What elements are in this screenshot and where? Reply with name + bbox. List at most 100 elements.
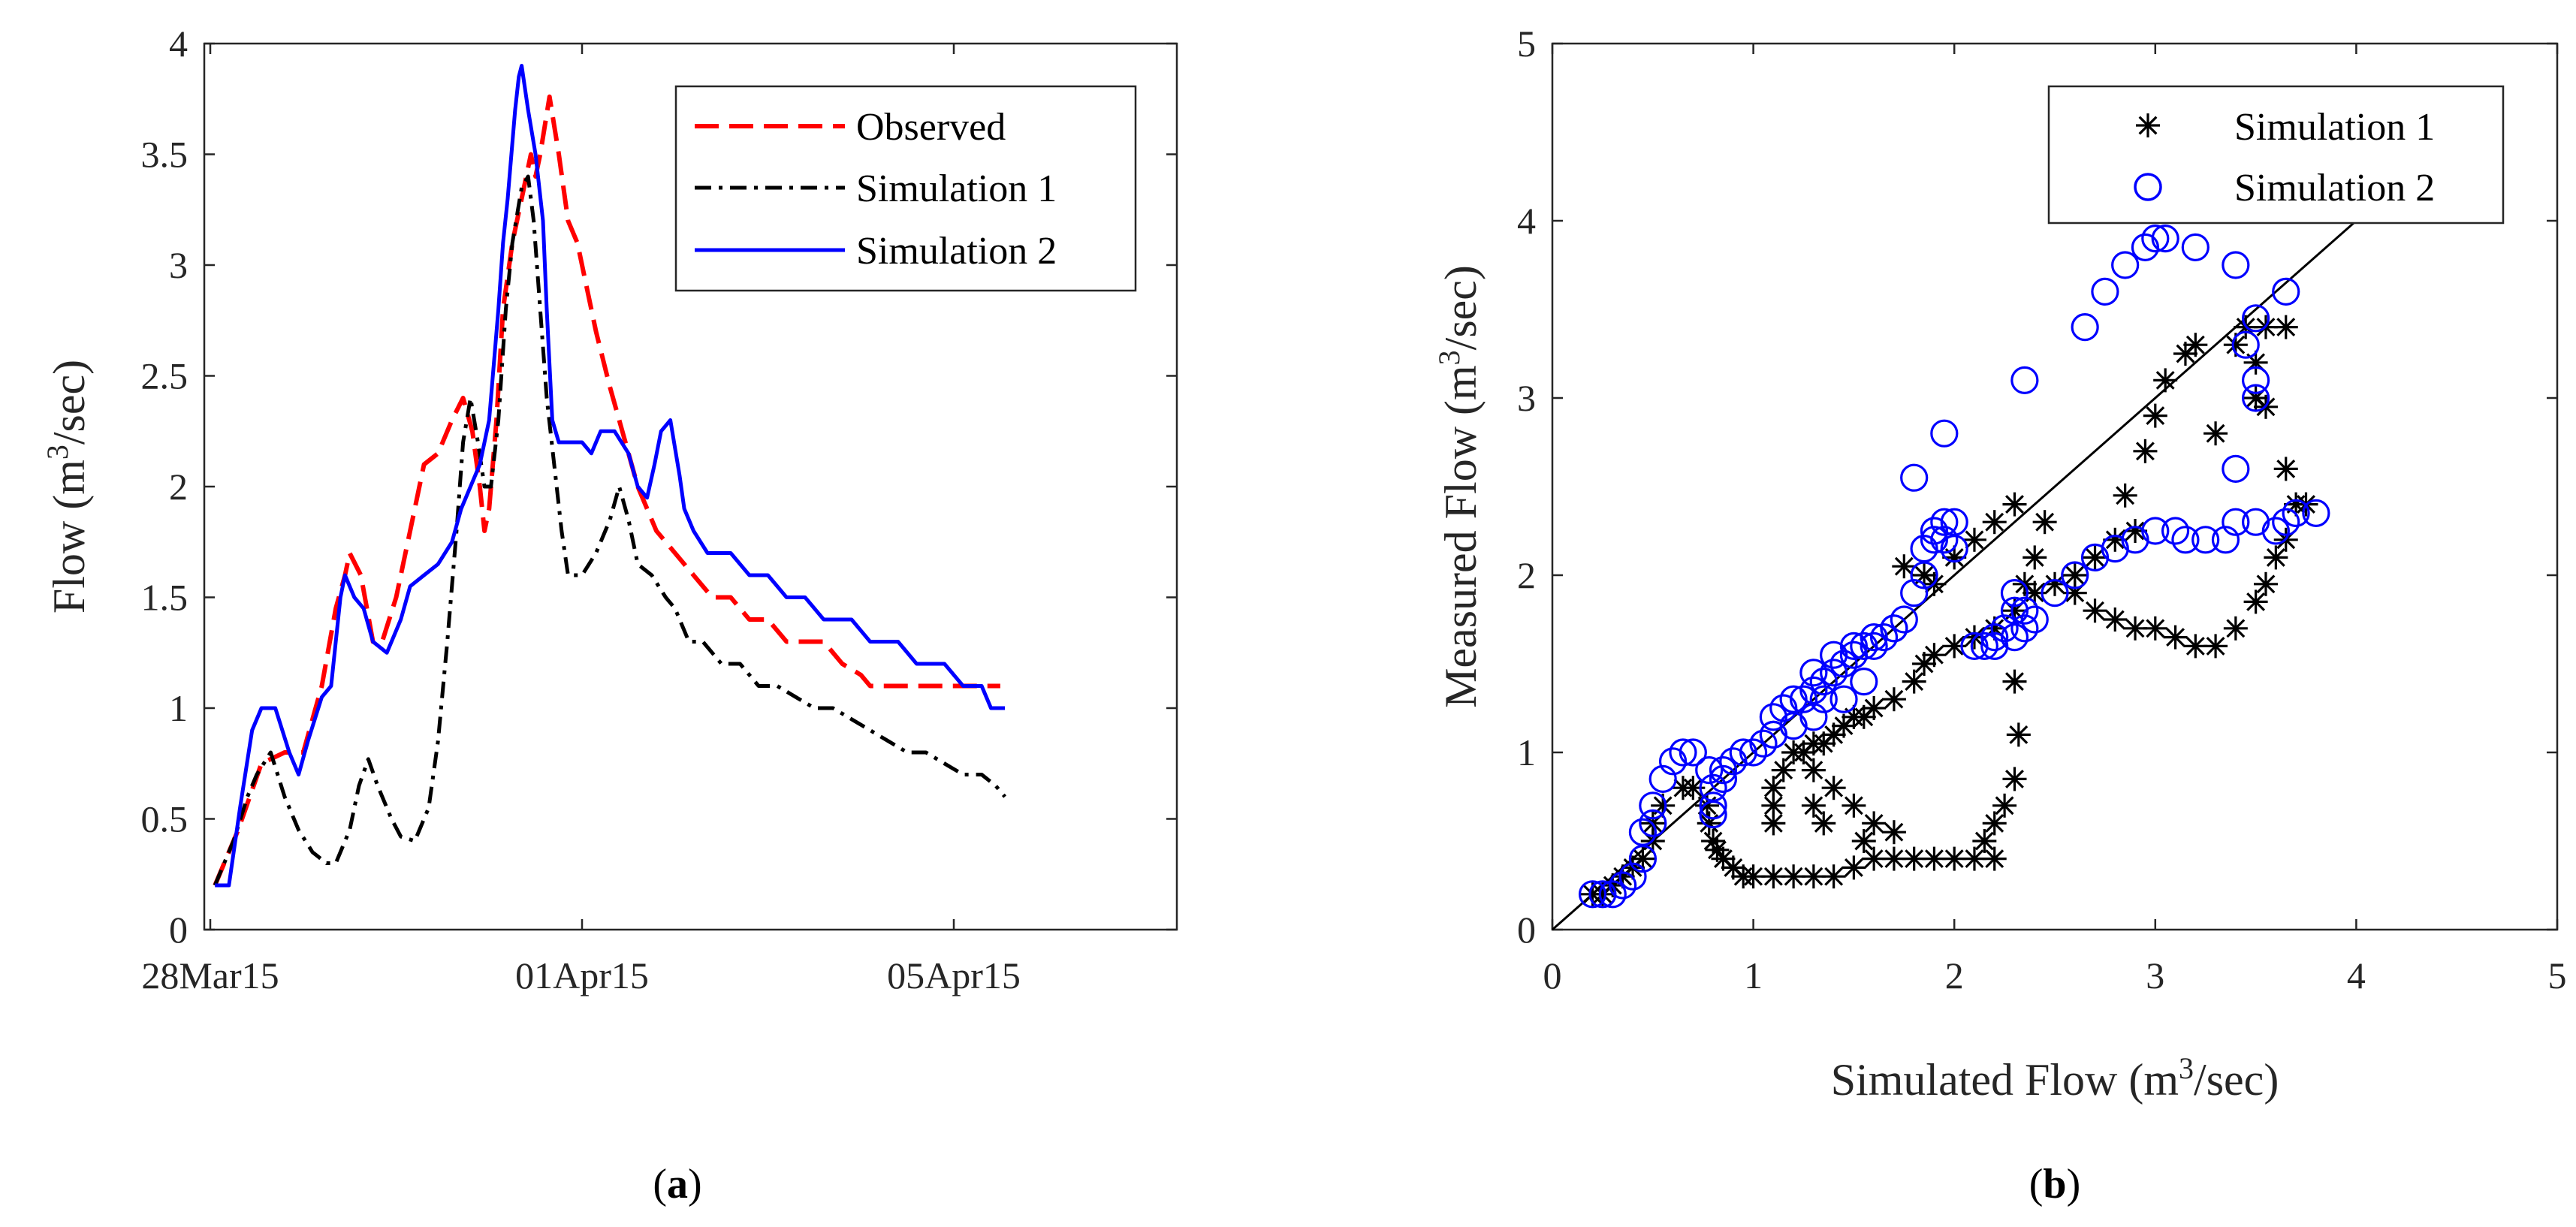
panel-b-legend-box [2047,85,2505,225]
scatter-point-circle [1809,685,1838,713]
scatter-point-asterisk [1922,643,1947,668]
panel-a-caption: (a) [653,1161,701,1207]
panel-b-scatter-chart: 0 1 2 3 4 5 0 1 2 3 4 5 Simulated Flow (m3/sec) Mea… [1432,23,2567,1207]
scatter-point-asterisk [2113,483,2137,508]
scatter-point-circle [1820,641,1848,669]
scatter-point-asterisk [2143,403,2167,428]
scatter-point-asterisk [1881,687,1906,712]
b-x-tick-label: 0 [1543,954,1562,996]
a-y-tick-label: 1 [169,687,188,729]
panel-a-line-chart: 0 0.5 1 1.5 2 2.5 3 3.5 4 28Mar15 01Apr15 05Apr15 F… [41,23,1178,1207]
scatter-point-asterisk [1902,669,1926,694]
panel-b-series [1578,225,2330,909]
series-points-simulation-2 [1578,225,2330,909]
scatter-point-asterisk [1982,811,2007,836]
a-x-tick-label: 01Apr15 [515,954,649,996]
scatter-point-circle [1900,463,1929,492]
scatter-point-circle [2101,534,2129,563]
scatter-point-circle [1588,880,1617,909]
scatter-point-circle [1930,508,1959,536]
scatter-point-asterisk [1982,846,2007,871]
b-y-tick-label: 5 [1517,23,1536,65]
panel-b-x-axis-label: Simulated Flow (m3/sec) [1831,1051,2279,1105]
scatter-point-asterisk [1741,864,1766,889]
scatter-point-asterisk [1881,846,1906,871]
panel-b-y-axis-label: Measured Flow (m3/sec) [1432,265,1486,708]
scatter-point-asterisk [2002,492,2027,517]
scatter-point-circle [1769,694,1798,722]
scatter-point-asterisk [1862,811,1887,836]
scatter-point-asterisk [2103,527,2128,552]
scatter-point-asterisk [2083,598,2107,623]
scatter-point-asterisk [2183,333,2208,357]
scatter-point-asterisk [1811,811,1836,836]
scatter-point-circle [1618,862,1647,891]
legend-simulation1-label: Simulation 1 [856,167,1057,210]
scatter-point-circle [1890,605,1918,634]
scatter-point-circle [1869,623,1899,652]
scatter-point-circle [2111,251,2140,279]
legend-b-simulation2-label: Simulation 2 [2234,167,2435,210]
panel-a-legend: Observed Simulation 1 Simulation 2 [674,85,1137,292]
scatter-point-circle [1799,703,1828,731]
scatter-point-asterisk [1992,793,2017,818]
a-y-tick-label: 4 [169,23,188,65]
scatter-point-circle [1759,703,1787,731]
scatter-point-circle [1598,880,1627,909]
scatter-point-asterisk [1842,855,1866,880]
scatter-point-circle [2141,517,2170,545]
scatter-point-asterisk [2032,510,2057,535]
scatter-point-asterisk [2002,767,2027,791]
a-x-tick-label: 28Mar15 [141,954,279,996]
a-y-tick-label: 3 [169,244,188,286]
legend-simulation2-label: Simulation 2 [856,230,1057,273]
scatter-point-asterisk [1902,846,1926,871]
b-y-tick-label: 0 [1517,909,1536,951]
scatter-point-circle [1658,747,1688,776]
scatter-point-circle [1839,641,1868,669]
scatter-point-circle [2010,596,2039,625]
a-y-tick-label: 2.5 [141,355,189,397]
scatter-point-asterisk [2153,368,2178,393]
b-x-tick-label: 3 [2146,954,2164,996]
scatter-point-circle [1739,738,1768,767]
scatter-point-circle [1729,738,1757,767]
scatter-point-circle [1609,871,1637,900]
scatter-point-circle [1980,623,2009,652]
scatter-point-circle [1900,578,1929,607]
panel-a-series [213,64,1007,888]
scatter-point-circle [1960,632,1989,661]
scatter-point-asterisk [1862,846,1887,871]
scatter-point-circle [1860,623,1888,652]
scatter-point-circle [2181,233,2210,261]
scatter-point-circle [2242,384,2270,412]
scatter-point-asterisk [2253,571,2278,596]
a-y-tick-label: 2 [169,466,188,508]
scatter-point-asterisk [2223,616,2248,641]
scatter-point-asterisk [1942,846,1967,871]
scatter-point-circle [1699,791,1727,820]
scatter-point-asterisk [1781,864,1806,889]
legend-observed-label: Observed [856,106,1006,149]
panel-b-reference-line [1552,219,2357,931]
scatter-point-asterisk [2273,457,2298,481]
scatter-point-circle [1829,650,1858,678]
scatter-point-circle [2131,233,2160,261]
scatter-point-asterisk [2022,545,2047,570]
scatter-point-circle [1930,526,1959,554]
scatter-point-asterisk [1881,820,1906,845]
scatter-point-asterisk [1962,527,1986,552]
scatter-point-circle [2302,499,2330,528]
a-y-tick-label: 0 [169,909,188,951]
scatter-point-circle [2091,277,2119,306]
scatter-point-circle [1809,667,1838,696]
scatter-point-circle [1639,809,1667,838]
b-y-tick-label: 2 [1517,554,1536,596]
scatter-point-asterisk [1821,776,1846,800]
scatter-point-asterisk [2143,616,2167,641]
scatter-point-circle [1910,534,1938,563]
scatter-point-circle [2222,251,2250,279]
scatter-point-circle [1669,738,1697,767]
scatter-point-circle [1639,791,1667,820]
